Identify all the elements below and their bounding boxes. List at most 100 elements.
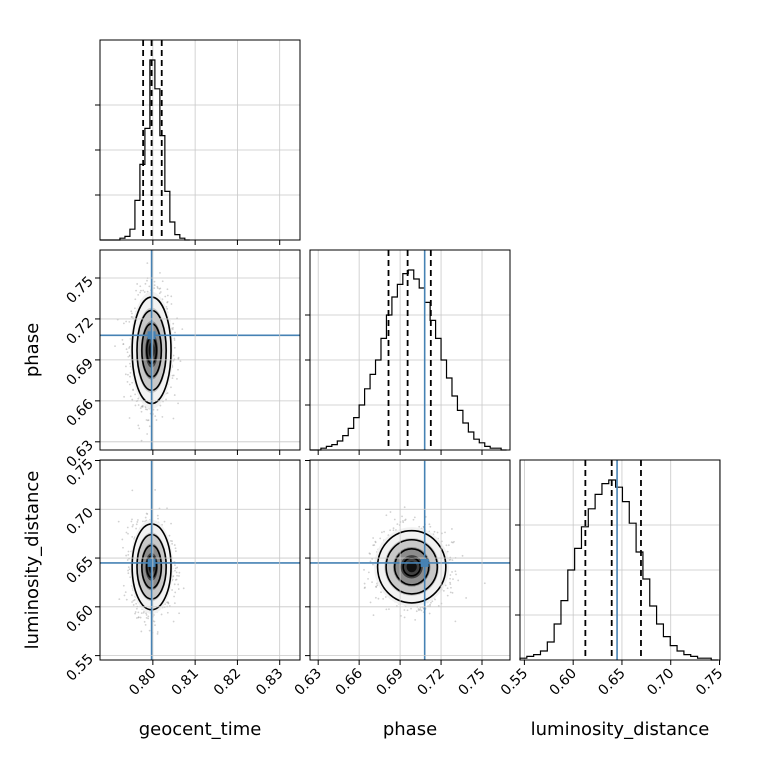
sample-point <box>173 339 176 341</box>
sample-point <box>171 374 174 377</box>
sample-point <box>125 554 128 557</box>
sample-point <box>372 614 375 617</box>
sample-point <box>175 578 178 581</box>
sample-point <box>125 531 128 534</box>
sample-point <box>380 531 383 534</box>
sample-point <box>136 521 139 523</box>
sample-point <box>172 620 175 623</box>
sample-point <box>369 560 372 563</box>
sample-point <box>452 578 454 581</box>
sample-point <box>159 287 162 290</box>
panel-hist-phase <box>309 249 511 451</box>
sample-point <box>135 602 138 605</box>
sample-point <box>122 343 125 345</box>
sample-point <box>121 538 124 541</box>
sample-point <box>144 623 147 626</box>
sample-point <box>451 528 453 530</box>
panel-2d-geocent_time-luminosity_distance <box>100 460 300 660</box>
sample-point <box>382 597 385 600</box>
sample-point <box>161 415 164 418</box>
sample-point <box>403 609 406 611</box>
sample-point <box>124 591 127 594</box>
sample-point <box>412 518 415 521</box>
sample-point <box>153 614 155 616</box>
ticklabel-x-phase: 0.72 <box>415 666 448 699</box>
sample-point <box>372 544 375 547</box>
sample-point <box>396 523 399 526</box>
sample-point <box>420 609 423 612</box>
ticklabel-x-luminosity_distance: 0.55 <box>498 666 531 699</box>
sample-point <box>146 513 149 515</box>
sample-point <box>145 612 147 615</box>
sample-point <box>429 525 432 528</box>
truth-marker <box>420 558 429 567</box>
sample-point <box>140 289 142 292</box>
sample-point <box>395 529 397 531</box>
sample-point <box>154 489 157 491</box>
sample-point <box>364 586 366 589</box>
sample-point <box>401 515 403 518</box>
sample-point <box>134 404 137 407</box>
sample-point <box>164 295 167 298</box>
panel-2d-geocent_time-phase <box>100 250 300 450</box>
sample-point <box>448 559 451 561</box>
sample-point <box>146 290 149 293</box>
sample-point <box>369 552 372 555</box>
sample-point <box>147 615 150 618</box>
sample-point <box>132 389 135 392</box>
sample-point <box>403 506 406 509</box>
sample-point <box>131 312 133 315</box>
sample-point <box>177 356 180 359</box>
sample-point <box>126 351 129 354</box>
sample-point <box>177 588 180 590</box>
sample-point <box>454 570 457 573</box>
sample-point <box>172 575 175 577</box>
sample-point <box>127 566 130 569</box>
sample-point <box>175 571 178 574</box>
sample-point <box>166 611 169 614</box>
sample-point <box>165 398 167 401</box>
sample-point <box>433 530 436 533</box>
sample-point <box>144 282 147 285</box>
sample-point <box>174 331 176 334</box>
sample-point <box>127 572 130 575</box>
sample-point <box>380 591 382 594</box>
sample-point <box>134 307 136 310</box>
sample-point <box>130 520 133 523</box>
contour-line <box>385 538 439 595</box>
sample-point <box>135 617 138 619</box>
sample-point <box>446 594 449 597</box>
sample-point <box>417 608 420 610</box>
sample-point <box>154 415 157 418</box>
sample-point <box>140 612 143 615</box>
ticklabel-y-phase: 0.66 <box>63 396 96 429</box>
sample-point <box>148 629 151 632</box>
truth-marker <box>147 558 156 567</box>
sample-point <box>137 616 140 619</box>
sample-point <box>140 410 143 413</box>
sample-point <box>166 294 169 297</box>
sample-point <box>137 397 140 400</box>
sample-point <box>169 539 172 542</box>
sample-point <box>170 303 173 305</box>
sample-point <box>465 597 468 599</box>
sample-point <box>126 526 129 529</box>
sample-point <box>363 587 366 589</box>
sample-point <box>127 550 130 553</box>
sample-point <box>174 550 177 553</box>
sample-point <box>142 520 144 523</box>
sample-point <box>131 535 134 538</box>
sample-point <box>128 347 130 349</box>
ticklabel-x-geocent_time: 0.83 <box>253 666 286 699</box>
sample-point <box>125 598 128 601</box>
sample-point <box>451 571 453 573</box>
sample-point <box>137 611 140 614</box>
sample-point <box>148 285 151 288</box>
sample-point <box>375 585 377 588</box>
sample-point <box>122 584 125 587</box>
sample-point <box>406 609 409 612</box>
sample-point <box>126 559 129 561</box>
sample-point <box>371 581 373 584</box>
ticklabel-x-geocent_time: 0.82 <box>211 666 244 699</box>
